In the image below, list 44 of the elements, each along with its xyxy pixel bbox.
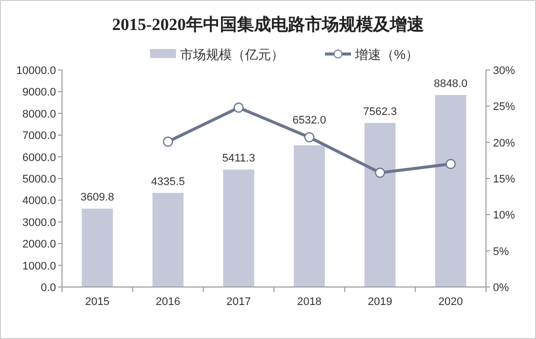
chart-title: 2015-2020年中国集成电路市场规模及增速 <box>112 15 424 34</box>
bar <box>364 122 396 287</box>
data-label: 8848.0 <box>434 78 468 90</box>
y-tick-label: 1000.0 <box>22 260 56 272</box>
bar <box>152 192 184 287</box>
x-tick-label: 2017 <box>226 296 251 308</box>
y-tick-label: 4000.0 <box>22 195 56 208</box>
y2-tick-label: 15% <box>493 174 516 186</box>
y2-tick-label: 5% <box>493 246 510 258</box>
y-tick-label: 0.0 <box>40 282 56 294</box>
data-label: 6532.0 <box>292 114 326 126</box>
y-tick-label: 3000.0 <box>22 216 56 229</box>
data-label: 4335.5 <box>151 176 185 188</box>
y-tick-label: 6000.0 <box>22 152 56 164</box>
data-label: 7562.3 <box>363 106 397 118</box>
bar <box>223 170 254 287</box>
x-tick-label: 2015 <box>85 296 110 308</box>
y2-tick-label: 30% <box>493 65 516 77</box>
y-tick-label: 2000.0 <box>22 238 56 251</box>
y-tick-label: 10000.0 <box>16 65 56 77</box>
legend-label: 市场规模（亿元） <box>180 47 284 62</box>
data-label: 5411.3 <box>222 152 256 165</box>
y-tick-label: 8000.0 <box>22 108 56 120</box>
y2-tick-label: 20% <box>493 137 516 150</box>
bar <box>435 95 466 287</box>
legend-label: 增速（%） <box>354 47 419 62</box>
point <box>374 168 386 178</box>
y2-tick-label: 10% <box>493 210 516 222</box>
y-tick-label: 7000.0 <box>22 130 56 142</box>
y2-tick-label: 25% <box>493 101 516 114</box>
y-tick-label: 5000.0 <box>22 174 56 186</box>
bar <box>294 145 325 287</box>
x-tick-label: 2020 <box>438 296 463 308</box>
x-tick-label: 2018 <box>297 296 322 308</box>
x-tick-label: 2019 <box>368 296 392 308</box>
data-label: 3609.8 <box>80 192 114 204</box>
y2-tick-label: 0% <box>493 282 510 294</box>
point <box>446 158 456 170</box>
point <box>162 136 174 147</box>
point <box>234 102 244 113</box>
bar <box>82 208 113 287</box>
y-tick-label: 9000.0 <box>22 86 56 99</box>
point <box>304 132 314 142</box>
x-tick-label: 2016 <box>156 296 180 308</box>
